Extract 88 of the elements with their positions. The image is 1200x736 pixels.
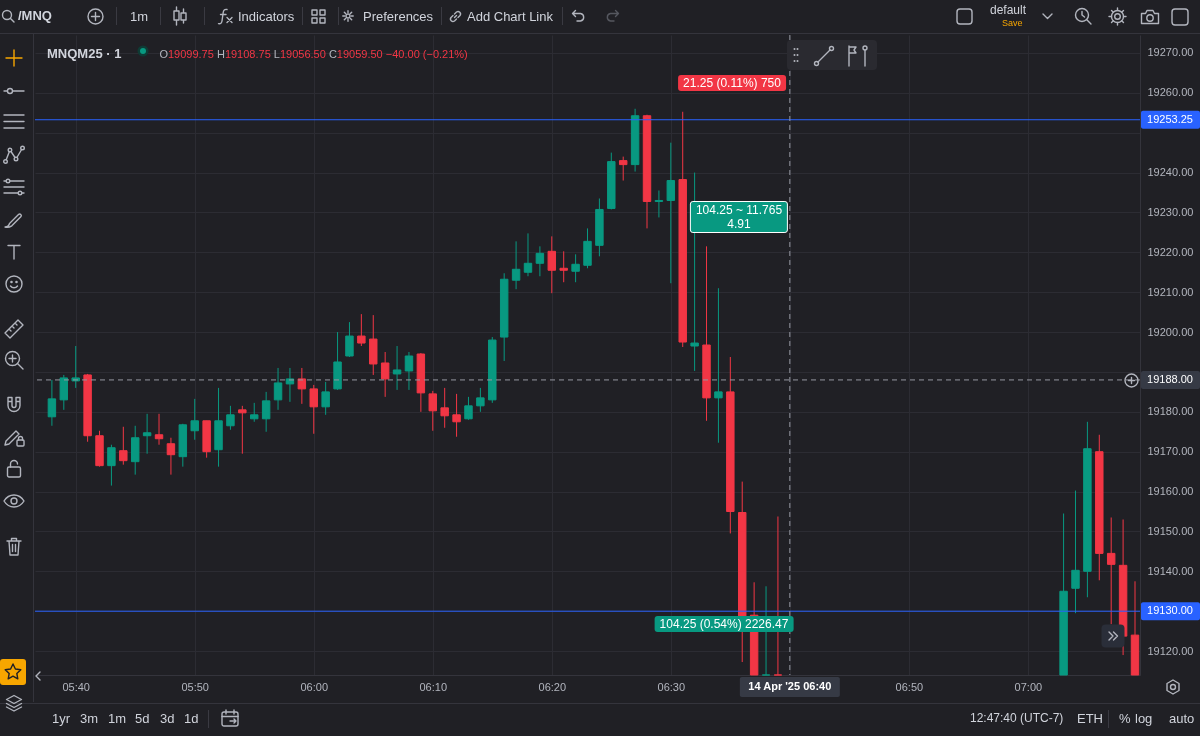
candlestick xyxy=(618,156,628,182)
candlestick xyxy=(273,367,283,411)
x-tick-label: 05:40 xyxy=(62,680,90,693)
candlestick xyxy=(238,405,247,455)
candlestick xyxy=(404,351,414,391)
ref-line-label: 14 Apr '25 06:40 xyxy=(748,680,832,692)
y-tick-label: 19170.00 xyxy=(1147,445,1194,458)
candlestick xyxy=(345,321,354,358)
candlestick xyxy=(119,426,128,466)
candlestick xyxy=(250,402,259,423)
candlestick xyxy=(666,142,676,284)
annotation: 21.25 (0.11%) 750 xyxy=(678,75,786,91)
candlestick xyxy=(190,398,199,441)
candlestick xyxy=(261,391,271,433)
x-tick-label: 06:00 xyxy=(300,680,329,693)
x-tick-label: 06:50 xyxy=(895,680,924,693)
candlestick xyxy=(476,387,485,413)
y-tick-label: 19230.00 xyxy=(1147,205,1194,218)
text: 12:47:40 (UTC-7) xyxy=(970,711,1064,726)
text: 5d xyxy=(135,711,150,727)
x-tick-label: 06:30 xyxy=(657,680,686,693)
candlestick xyxy=(452,393,461,438)
candlestick xyxy=(380,351,390,398)
text: O19099.75 H19108.75 L19056.50 C19059.50 −40.00 (−0.21%) xyxy=(159,48,468,60)
candlestick xyxy=(714,287,723,444)
annotation: 104.25 (0.54%) 2226.47 xyxy=(654,616,794,632)
y-tick-label: 19180.00 xyxy=(1147,405,1194,418)
candlestick xyxy=(535,245,545,277)
y-tick-label: 19220.00 xyxy=(1147,245,1194,258)
text: /MNQ xyxy=(18,8,52,24)
candlestick xyxy=(226,405,235,431)
candlestick xyxy=(130,425,140,476)
text: Add Chart Link xyxy=(467,9,553,25)
candlestick xyxy=(1071,490,1080,614)
x-tick-label: 05:50 xyxy=(181,680,209,693)
text: 1m xyxy=(130,9,149,25)
y-tick-label: 19120.00 xyxy=(1147,644,1194,657)
x-tick-label: 07:00 xyxy=(1014,680,1043,693)
y-tick-label: 19150.00 xyxy=(1147,524,1194,537)
candlestick xyxy=(357,313,366,347)
candlestick xyxy=(59,374,69,411)
y-tick-label: 19260.00 xyxy=(1147,86,1194,99)
candlestick xyxy=(321,381,330,416)
text: Save xyxy=(1002,18,1023,29)
text: MNQM25 · 1 xyxy=(47,46,122,61)
candlestick xyxy=(428,390,437,432)
candlestick xyxy=(392,345,402,391)
x-tick-label: 06:10 xyxy=(419,680,448,693)
candlestick xyxy=(166,437,176,476)
y-tick-label: 19210.00 xyxy=(1147,285,1194,298)
candlestick xyxy=(107,444,116,487)
text: 3d xyxy=(160,711,175,727)
y-tick-label: 19270.00 xyxy=(1147,46,1194,59)
ref-line-label: 19188.00 xyxy=(1147,372,1193,385)
x-tick-label: 06:20 xyxy=(538,680,567,693)
text: log xyxy=(1135,711,1153,727)
candlestick xyxy=(511,240,521,290)
candlestick xyxy=(47,379,57,427)
text: 1yr xyxy=(52,711,71,727)
ref-line-label: 19253.25 xyxy=(1147,112,1193,125)
text: auto xyxy=(1169,711,1195,727)
candlestick xyxy=(440,387,449,429)
annotation: 104.25 ~ 11.765 4.91 xyxy=(689,201,789,233)
text: 3m xyxy=(80,711,99,727)
candlestick xyxy=(309,384,318,435)
candlestick xyxy=(523,232,533,277)
text: default xyxy=(990,3,1027,18)
candlestick xyxy=(142,413,152,455)
y-tick-label: 19140.00 xyxy=(1147,564,1194,577)
text: % xyxy=(1119,711,1131,727)
text: 1d xyxy=(184,711,199,727)
text: ETH xyxy=(1077,711,1103,727)
text: 1m xyxy=(108,711,127,727)
candlestick xyxy=(1106,516,1116,625)
y-tick-label: 19160.00 xyxy=(1147,485,1194,498)
candlestick xyxy=(464,396,473,421)
text: Indicators xyxy=(238,9,295,25)
y-tick-label: 19200.00 xyxy=(1147,325,1194,338)
candlestick xyxy=(583,227,592,269)
text: Preferences xyxy=(363,9,434,25)
candlestick xyxy=(154,413,164,446)
candlestick xyxy=(297,367,307,405)
y-tick-label: 19240.00 xyxy=(1147,166,1194,179)
candlestick xyxy=(571,253,580,283)
candlestick xyxy=(547,235,557,294)
candlestick xyxy=(559,250,568,283)
ref-line-label: 19130.00 xyxy=(1147,604,1193,617)
candlestick xyxy=(654,190,664,218)
